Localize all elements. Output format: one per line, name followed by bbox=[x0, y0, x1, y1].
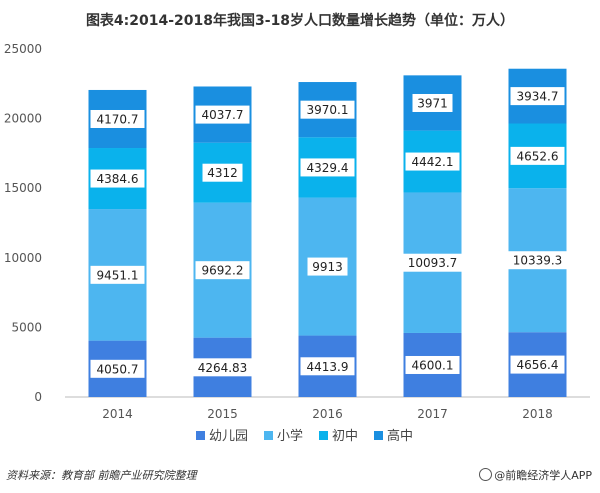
data-label-box bbox=[192, 358, 253, 377]
data-label: 9692.2 bbox=[202, 264, 244, 278]
legend-label: 初中 bbox=[332, 429, 358, 444]
data-label-box bbox=[510, 146, 565, 165]
eye-logo-icon bbox=[479, 468, 493, 481]
data-label: 4264.83 bbox=[198, 361, 248, 375]
data-label: 10339.3 bbox=[513, 254, 563, 268]
source-note: 资料来源：教育部 前瞻产业研究院整理 bbox=[6, 469, 197, 482]
x-tick-label: 2016 bbox=[312, 407, 343, 421]
chart-title: 图表4:2014-2018年我国3-18岁人口数量增长趋势（单位：万人） bbox=[85, 13, 515, 29]
legend-swatch bbox=[319, 431, 328, 440]
data-label: 4312 bbox=[207, 166, 238, 180]
y-tick-label: 25000 bbox=[4, 42, 42, 56]
data-label: 4329.4 bbox=[307, 161, 349, 175]
data-label-box bbox=[402, 253, 463, 272]
data-label: 9451.1 bbox=[97, 268, 139, 282]
data-label-box bbox=[412, 93, 453, 112]
y-tick-label: 20000 bbox=[4, 112, 42, 126]
data-label-box bbox=[300, 357, 355, 376]
data-label-box bbox=[90, 265, 145, 284]
legend-swatch bbox=[374, 431, 383, 440]
data-label: 4050.7 bbox=[97, 362, 139, 376]
data-label: 3971 bbox=[417, 96, 448, 110]
credit-text: @前瞻经济学人APP bbox=[494, 469, 592, 482]
y-tick-label: 0 bbox=[34, 390, 42, 404]
data-label: 4413.9 bbox=[307, 360, 349, 374]
data-label-box bbox=[90, 109, 145, 128]
credit: @前瞻经济学人APP bbox=[479, 467, 592, 483]
data-label: 3934.7 bbox=[517, 90, 559, 104]
data-label-box bbox=[300, 100, 355, 119]
y-tick-label: 15000 bbox=[4, 181, 42, 195]
data-label-box bbox=[202, 163, 243, 182]
data-label: 4170.7 bbox=[97, 112, 139, 126]
x-tick-label: 2014 bbox=[102, 407, 133, 421]
legend-swatch bbox=[196, 431, 205, 440]
legend-label: 高中 bbox=[387, 428, 413, 444]
x-tick-label: 2018 bbox=[522, 407, 553, 421]
data-label-box bbox=[405, 355, 460, 374]
x-tick-label: 2017 bbox=[417, 407, 448, 421]
legend-swatch bbox=[264, 431, 273, 440]
data-label: 4037.7 bbox=[202, 108, 244, 122]
data-label: 4600.1 bbox=[412, 358, 454, 372]
legend-label: 小学 bbox=[277, 428, 303, 444]
data-label-box bbox=[195, 261, 250, 280]
data-label-box bbox=[300, 158, 355, 177]
data-label-box bbox=[510, 87, 565, 106]
data-label: 4442.1 bbox=[412, 155, 454, 169]
data-label: 4384.6 bbox=[97, 172, 139, 186]
data-label-box bbox=[90, 359, 145, 378]
legend-label: 幼儿园 bbox=[209, 429, 248, 444]
data-label-box bbox=[510, 355, 565, 374]
x-tick-label: 2015 bbox=[207, 407, 238, 421]
data-label: 9913 bbox=[312, 260, 343, 274]
data-label-box bbox=[90, 169, 145, 188]
y-tick-label: 5000 bbox=[11, 320, 42, 334]
data-label-box bbox=[507, 251, 568, 270]
data-label: 4656.4 bbox=[517, 358, 559, 372]
data-label: 3970.1 bbox=[307, 103, 349, 117]
data-label-box bbox=[405, 152, 460, 171]
y-tick-label: 10000 bbox=[4, 251, 42, 265]
data-label-box bbox=[195, 105, 250, 124]
data-label-box bbox=[307, 257, 348, 276]
data-label: 4652.6 bbox=[517, 149, 559, 163]
data-label: 10093.7 bbox=[408, 256, 458, 270]
